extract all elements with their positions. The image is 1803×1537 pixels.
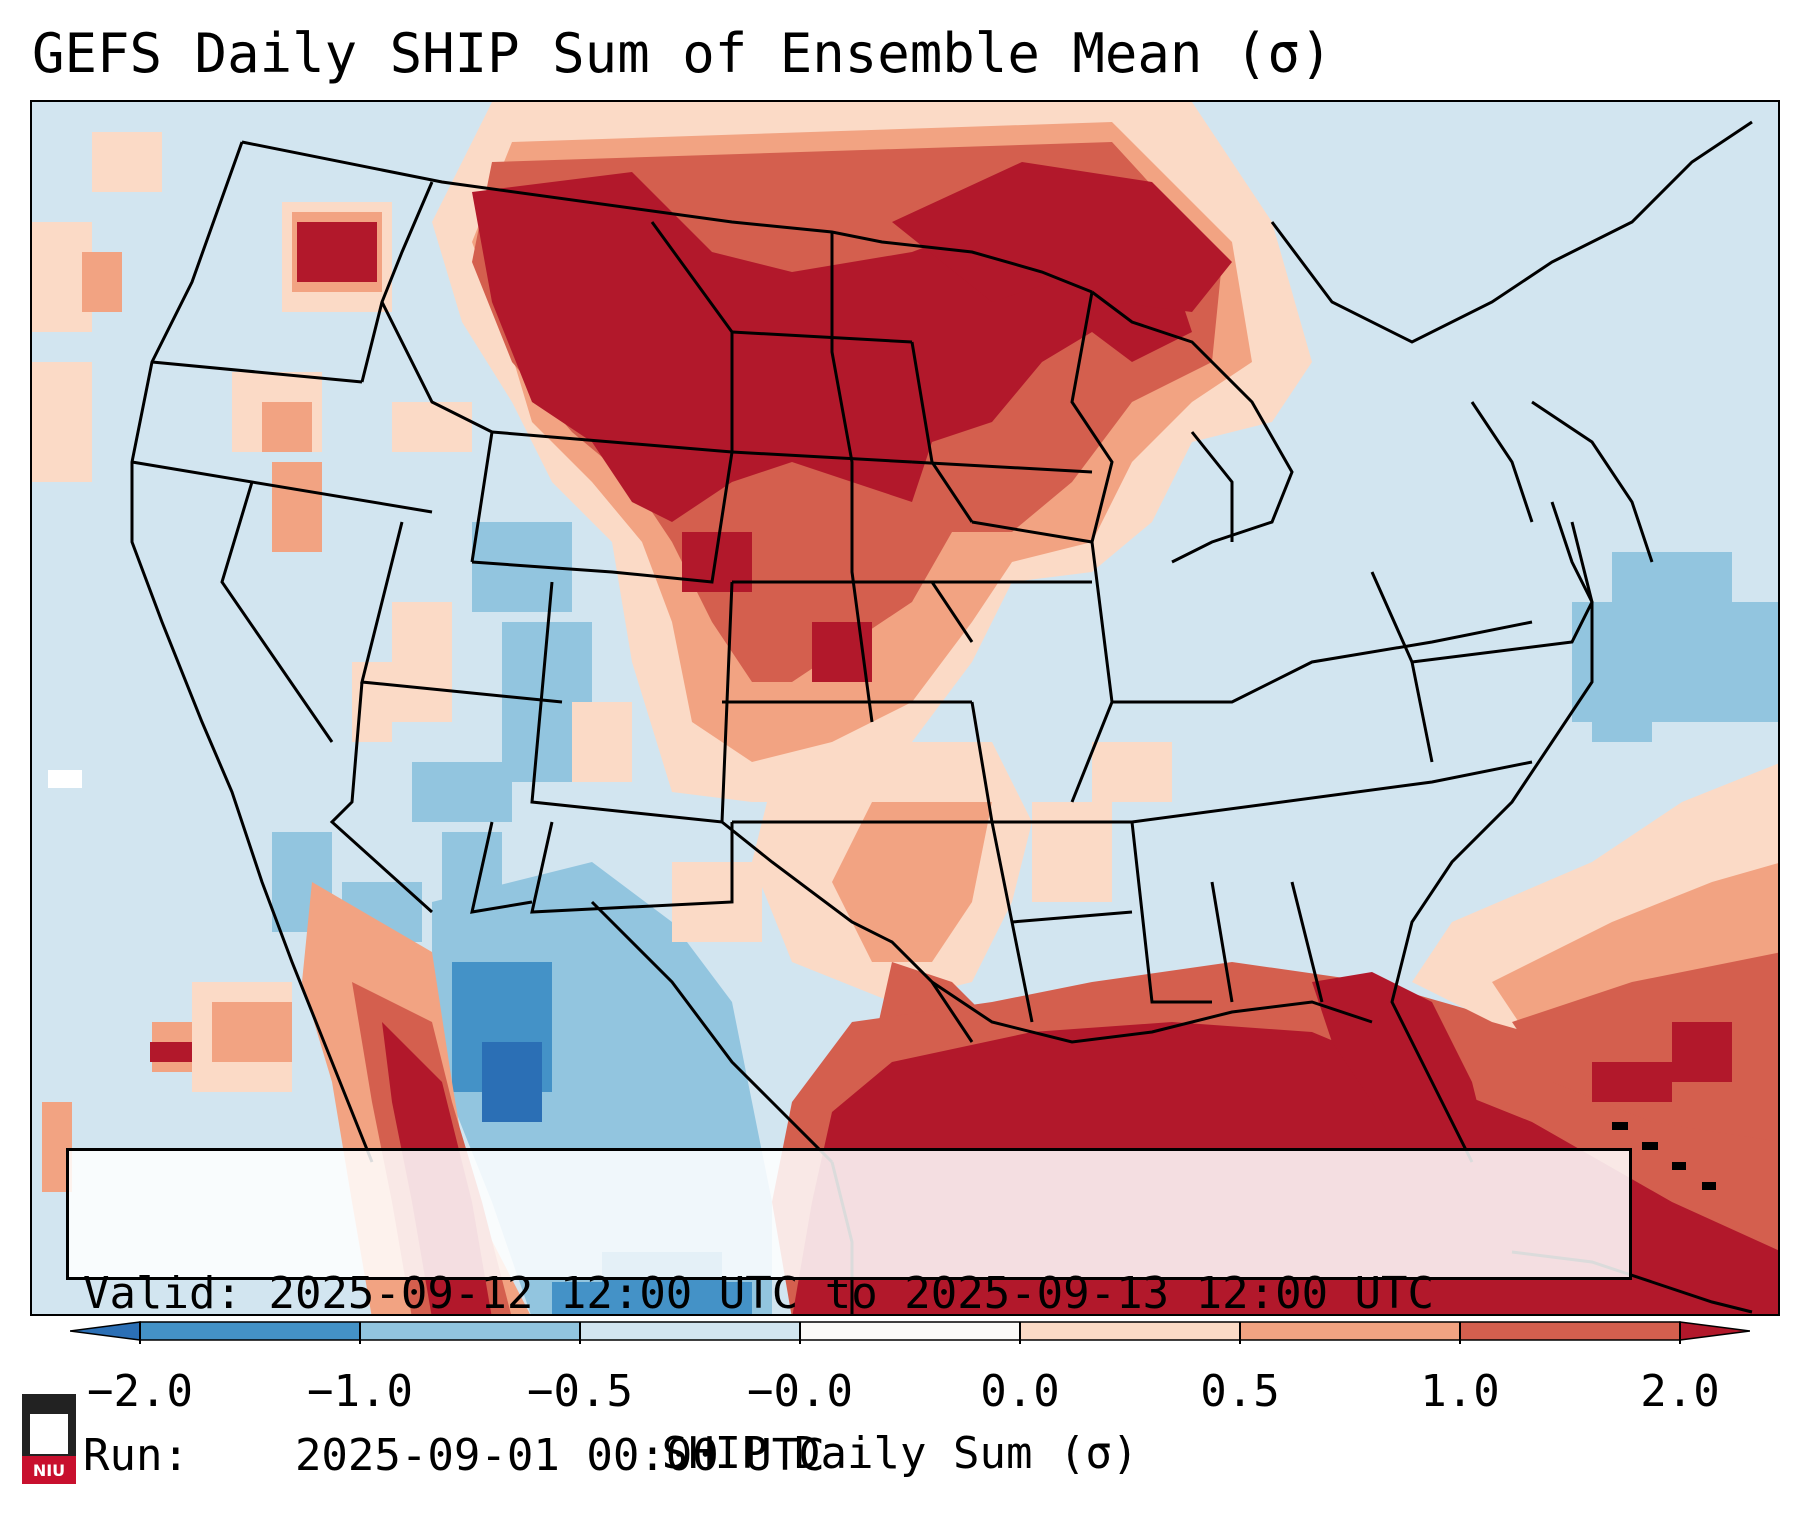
map-title: GEFS Daily SHIP Sum of Ensemble Mean (σ) xyxy=(32,22,1333,85)
caribbean-islands xyxy=(1612,1122,1716,1190)
valid-line: Valid: 2025-09-12 12:00 UTC to 2025-09-1… xyxy=(83,1267,1615,1321)
logo-text: NIU xyxy=(33,1461,65,1480)
colorbar-bin xyxy=(580,1322,801,1340)
colorbar-bins xyxy=(70,1321,1750,1341)
colorbar-bin xyxy=(800,1322,1021,1340)
colorbar-bin xyxy=(140,1322,361,1340)
south-central-anomaly xyxy=(672,742,1172,1062)
colorbar-bin xyxy=(1020,1322,1241,1340)
validity-info-box: Valid: 2025-09-12 12:00 UTC to 2025-09-1… xyxy=(66,1148,1632,1481)
colorbar-tick-label: −2.0 xyxy=(87,1366,193,1417)
northwest-anomaly xyxy=(232,202,472,552)
colorbar-extend-high xyxy=(1679,1321,1750,1341)
colorbar xyxy=(70,1321,1750,1344)
colorbar-ticks xyxy=(139,1322,1681,1344)
colorbar-tick-label: 0.0 xyxy=(980,1366,1060,1417)
atlantic-blue-anomaly xyxy=(1572,552,1778,742)
state-boundaries xyxy=(130,120,1753,1314)
anomaly-map xyxy=(32,102,1778,1314)
colorbar-bin xyxy=(1240,1322,1461,1340)
colorbar-bin xyxy=(360,1322,581,1340)
colorbar-tick-label: −0.5 xyxy=(527,1366,633,1417)
colorbar-tick-label: 0.5 xyxy=(1200,1366,1280,1417)
colorbar-bin xyxy=(1460,1322,1681,1340)
colorbar-extend-low xyxy=(70,1321,141,1341)
valid-label: Valid: xyxy=(83,1268,242,1319)
colorbar-tick-label: 2.0 xyxy=(1640,1366,1720,1417)
niu-logo: NIU xyxy=(22,1394,76,1484)
logo-shield-icon xyxy=(22,1456,76,1484)
colorbar-tick-label: −0.0 xyxy=(747,1366,853,1417)
atlantic-anomaly xyxy=(1412,763,1778,1142)
missing-data-patch xyxy=(48,770,82,788)
logo-window-icon xyxy=(30,1414,68,1454)
pacific-anomaly-patches xyxy=(32,132,292,1192)
colorbar-title: SHIP Daily Sum (σ) xyxy=(661,1428,1139,1479)
map-panel xyxy=(30,100,1780,1316)
run-line: Run: 2025-09-01 00:00 UTC xyxy=(83,1429,1615,1483)
run-value: 2025-09-01 00:00 UTC xyxy=(294,1430,825,1481)
run-label: Run: xyxy=(83,1430,189,1481)
colorbar-tick-label: 1.0 xyxy=(1420,1366,1500,1417)
southwest-anomaly xyxy=(272,522,632,942)
colorbar-tick-label: −1.0 xyxy=(307,1366,413,1417)
valid-value: 2025-09-12 12:00 UTC to 2025-09-13 12:00… xyxy=(268,1268,1435,1319)
